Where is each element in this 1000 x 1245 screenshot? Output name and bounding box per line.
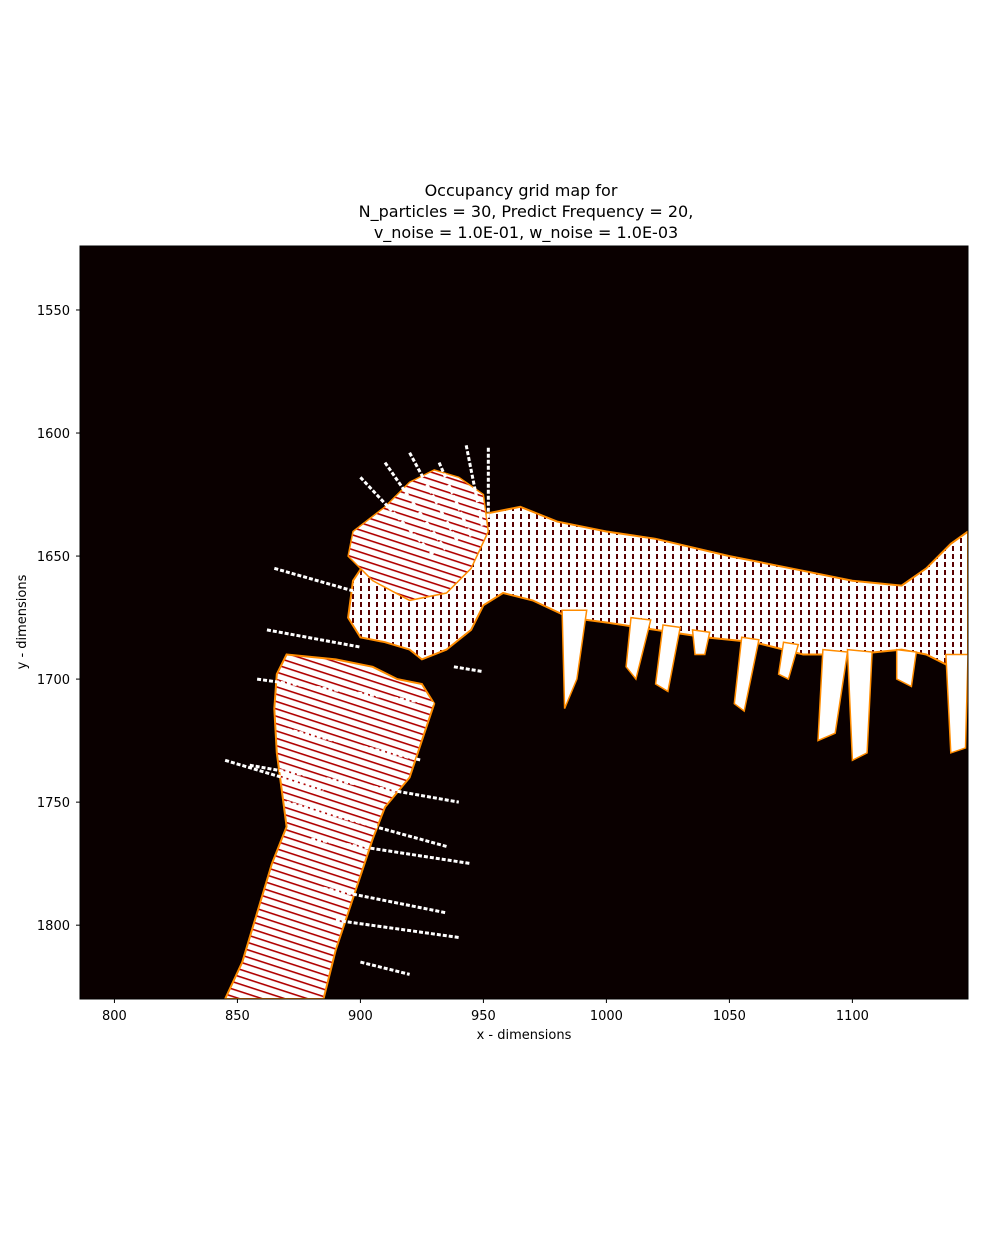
free-region-protrusion-1 [625, 616, 652, 681]
free-region-protrusion-4 [733, 636, 760, 713]
scan-ray-0 [273, 566, 361, 595]
free-region-protrusion-3 [691, 629, 711, 656]
free-region-fan [347, 469, 490, 602]
scan-ray-9 [360, 960, 410, 976]
chart-title-line-2: N_particles = 30, Predict Frequency = 20… [359, 202, 694, 222]
free-region-protrusion-0 [561, 609, 588, 709]
scan-ray-12 [408, 451, 461, 545]
free-region-protrusion-9 [945, 653, 968, 754]
x-tick-label-850: 850 [225, 1009, 250, 1024]
y-tick-label-1650: 1650 [37, 550, 70, 565]
y-tick-label-1800: 1800 [37, 919, 70, 934]
scan-ray-1 [266, 628, 361, 649]
scan-ray-13 [437, 461, 473, 537]
x-tick-label-1000: 1000 [590, 1009, 623, 1024]
scan-ray-16 [453, 665, 484, 674]
scan-ray-4 [224, 758, 324, 792]
x-tick-label-1050: 1050 [713, 1009, 746, 1024]
free-region-protrusion-7 [846, 648, 873, 762]
scan-ray-3 [249, 763, 460, 804]
free-region-corridor-left [223, 653, 436, 999]
chart-title-line-3: v_noise = 1.0E-01, w_noise = 1.0E-03 [374, 223, 678, 243]
x-tick-label-950: 950 [471, 1009, 496, 1024]
y-axis-label: y - dimensions [15, 574, 30, 669]
y-tick-label-1700: 1700 [37, 673, 70, 688]
free-region-protrusion-5 [777, 641, 800, 681]
x-tick-label-900: 900 [348, 1009, 373, 1024]
free-region-protrusion-8 [895, 648, 918, 688]
scan-ray-7 [323, 886, 447, 915]
y-axis-ticks: 1550 1600 1650 1700 1750 1800 [37, 304, 80, 934]
x-tick-label-800: 800 [102, 1009, 127, 1024]
y-tick-label-1750: 1750 [37, 796, 70, 811]
scan-ray-8 [335, 918, 460, 939]
free-region-protrusion-2 [654, 624, 682, 693]
x-tick-label-1100: 1100 [836, 1009, 869, 1024]
y-tick-label-1550: 1550 [37, 304, 70, 319]
occupancy-map [223, 445, 968, 999]
plot-frame [79, 245, 969, 1000]
scan-ray-14 [464, 445, 485, 532]
scan-ray-6 [310, 837, 472, 866]
y-tick-label-1600: 1600 [37, 427, 70, 442]
x-axis-label: x - dimensions [477, 1028, 572, 1043]
chart-title-line-1: Occupancy grid map for [425, 181, 618, 200]
x-axis-ticks: 800 850 900 950 1000 1050 1100 [102, 999, 869, 1024]
free-region-protrusion-6 [817, 648, 849, 742]
scan-ray-5 [286, 800, 447, 848]
